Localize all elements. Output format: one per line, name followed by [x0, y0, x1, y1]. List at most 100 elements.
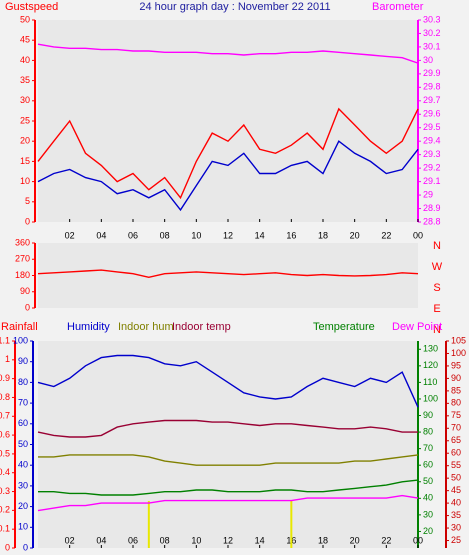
y-tick-label: 120 — [423, 360, 438, 370]
y-tick-label: 30 — [18, 480, 28, 490]
x-tick-label: 10 — [191, 230, 201, 240]
y-tick-label: 80 — [451, 398, 461, 408]
y-tick-label: 0.9 — [0, 373, 10, 383]
y-tick-label: 60 — [423, 460, 433, 470]
y-tick-label: 65 — [451, 435, 461, 445]
x-tick-label: 22 — [381, 230, 391, 240]
y-tick-label: 130 — [423, 344, 438, 354]
y-tick-label: 0.6 — [0, 429, 10, 439]
x-tick-label: 14 — [255, 535, 265, 545]
x-tick-label: 22 — [381, 535, 391, 545]
series-line — [37, 269, 419, 279]
chart-title: 24 hour graph day : November 22 2011 — [139, 1, 330, 13]
compass-label: N — [433, 324, 441, 336]
y-tick-label: 1.1 — [0, 335, 10, 345]
y-tick-label: 80 — [18, 377, 28, 387]
y-tick-label: 50 — [423, 476, 433, 486]
y-tick-label: 5 — [25, 196, 30, 206]
y-tick-label: 35 — [20, 75, 30, 85]
y-tick-label: 28.8 — [423, 216, 441, 226]
y-tick-label: 70 — [451, 423, 461, 433]
x-tick-label: 18 — [318, 230, 328, 240]
y-tick-label: 100 — [13, 335, 28, 345]
y-tick-label: 0 — [25, 216, 30, 226]
y-tick-label: 0.7 — [0, 411, 10, 421]
x-tick-label: 10 — [191, 535, 201, 545]
y-tick-label: 35 — [451, 510, 461, 520]
y-tick-label: 30.1 — [423, 41, 441, 51]
y-tick-label: 0.1 — [0, 524, 10, 534]
x-tick-label: 06 — [128, 535, 138, 545]
y-tick-label: 50 — [451, 473, 461, 483]
y-tick-label: 29 — [423, 189, 433, 199]
series-line — [37, 140, 419, 212]
series-line — [38, 454, 419, 466]
y-tick-label: 0 — [23, 542, 28, 552]
y-tick-label: 180 — [15, 270, 30, 280]
y-tick-label: 50 — [20, 14, 30, 24]
y-tick-label: 29.2 — [423, 163, 441, 173]
series-label: Dew Point — [392, 321, 442, 333]
x-tick-label: 18 — [318, 535, 328, 545]
y-tick-label: 30 — [451, 522, 461, 532]
series-line — [37, 494, 419, 512]
x-tick-label: 06 — [128, 230, 138, 240]
y-tick-label: 0.3 — [0, 486, 10, 496]
y-tick-label: 40 — [423, 493, 433, 503]
plot-area — [38, 341, 418, 548]
plot-area — [38, 20, 418, 222]
y-tick-label: 29.8 — [423, 82, 441, 92]
y-tick-label: 70 — [18, 397, 28, 407]
y-tick-label: 29.4 — [423, 136, 441, 146]
y-tick-label: 90 — [423, 410, 433, 420]
x-tick-label: 00 — [413, 535, 423, 545]
x-tick-label: 20 — [350, 230, 360, 240]
y-tick-label: 45 — [20, 35, 30, 45]
y-tick-label: 29.7 — [423, 95, 441, 105]
x-tick-label: 12 — [223, 535, 233, 545]
series-label: Gustspeed — [5, 1, 58, 13]
x-tick-label: 12 — [223, 230, 233, 240]
x-tick-label: 20 — [350, 535, 360, 545]
y-tick-label: 40 — [451, 497, 461, 507]
compass-label: N — [433, 240, 441, 252]
y-tick-label: 30.2 — [423, 28, 441, 38]
y-tick-label: 85 — [451, 385, 461, 395]
y-tick-label: 90 — [18, 356, 28, 366]
y-tick-label: 60 — [451, 448, 461, 458]
x-tick-label: 00 — [413, 230, 423, 240]
y-tick-label: 110 — [423, 377, 437, 387]
y-tick-label: 0 — [5, 542, 10, 552]
y-tick-label: 10 — [18, 522, 28, 532]
y-tick-label: 30 — [423, 509, 433, 519]
y-tick-label: 80 — [423, 426, 433, 436]
series-line — [37, 107, 419, 200]
series-label: Humidity — [67, 321, 110, 333]
x-tick-label: 04 — [96, 230, 106, 240]
y-tick-label: 15 — [20, 156, 30, 166]
y-tick-label: 0.8 — [0, 392, 10, 402]
y-tick-label: 29.6 — [423, 109, 441, 119]
y-tick-label: 75 — [451, 410, 461, 420]
y-tick-label: 0.2 — [0, 505, 10, 515]
x-tick-label: 04 — [96, 535, 106, 545]
y-tick-label: 55 — [451, 460, 461, 470]
y-tick-label: 360 — [15, 237, 30, 247]
series-label: Indoor temp — [172, 321, 231, 333]
y-tick-label: 40 — [20, 55, 30, 65]
x-tick-label: 08 — [160, 535, 170, 545]
y-tick-label: 29.1 — [423, 176, 441, 186]
y-tick-label: 60 — [18, 418, 28, 428]
x-tick-label: 16 — [286, 230, 296, 240]
y-tick-label: 50 — [18, 439, 28, 449]
compass-label: W — [432, 261, 443, 273]
y-tick-label: 45 — [451, 485, 461, 495]
x-tick-label: 02 — [65, 535, 75, 545]
y-tick-label: 29.9 — [423, 68, 441, 78]
y-tick-label: 10 — [20, 176, 30, 186]
series-label: Temperature — [313, 321, 375, 333]
y-tick-label: 20 — [423, 526, 433, 536]
y-tick-label: 105 — [451, 335, 466, 345]
y-tick-label: 29.5 — [423, 122, 441, 132]
